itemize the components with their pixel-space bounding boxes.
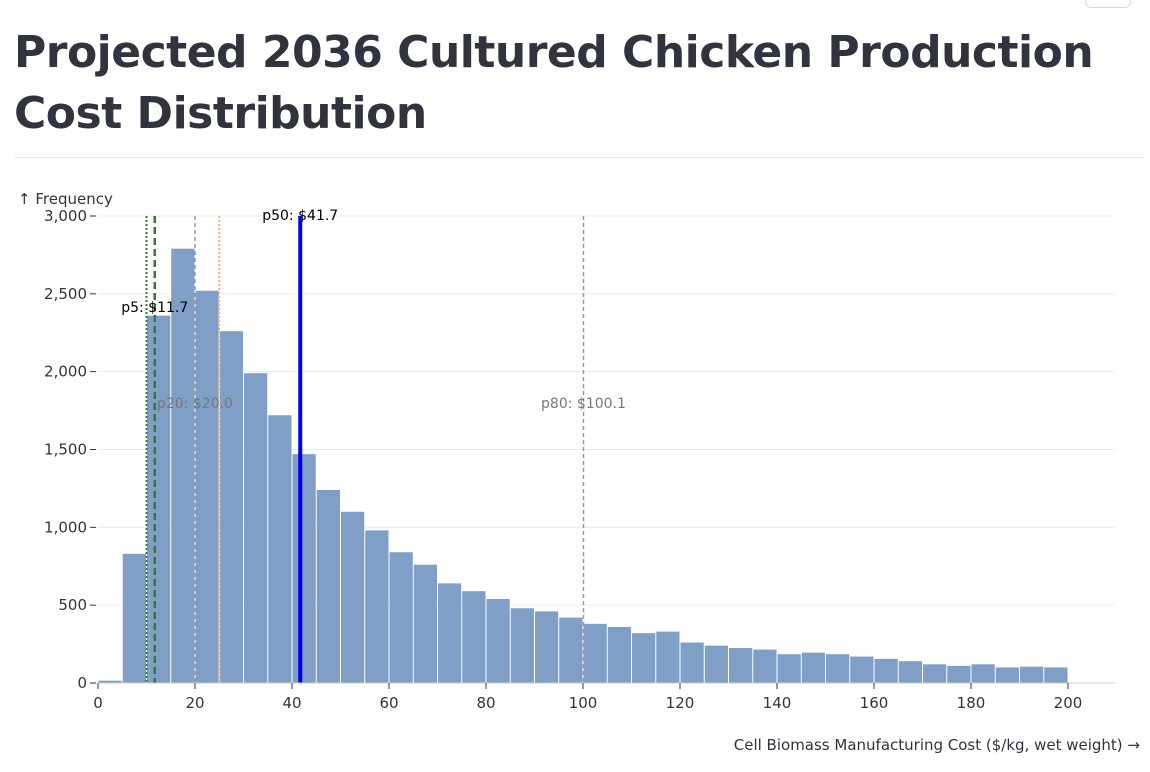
page-title: Projected 2036 Cultured Chicken Producti… (14, 27, 1094, 139)
histogram-bar (559, 617, 583, 683)
y-tick-label: 1,000 (44, 518, 87, 536)
histogram-bar (971, 664, 995, 683)
histogram-bar (98, 680, 122, 683)
histogram-bar (1044, 667, 1068, 683)
histogram-bars (98, 248, 1068, 683)
x-tick-label: 200 (1054, 694, 1083, 712)
histogram-bar (316, 489, 340, 683)
y-tick-label: 2,500 (44, 285, 87, 303)
title-divider (14, 157, 1145, 158)
x-tick-label: 180 (957, 694, 986, 712)
histogram-bar (583, 623, 607, 683)
x-tick-label: 120 (666, 694, 695, 712)
histogram-bar (1020, 666, 1044, 683)
histogram-bar (729, 647, 753, 683)
histogram-bar (874, 658, 898, 683)
histogram-bar (438, 583, 462, 683)
histogram-bar (801, 652, 825, 683)
histogram-bar (195, 290, 219, 683)
y-tick-label: 3,000 (44, 207, 87, 225)
x-tick-label: 40 (282, 694, 301, 712)
histogram-bar (753, 649, 777, 683)
histogram-bar (365, 530, 389, 683)
axes: 0 500 1,000 1,500 2,000 2,500 3,000 0 20 40 60 80 10… (44, 207, 1115, 712)
histogram-bar (947, 665, 971, 683)
histogram-bar (341, 511, 365, 683)
histogram-bar (777, 654, 801, 683)
histogram-bar (462, 591, 486, 683)
x-tick-label: 0 (93, 694, 103, 712)
y-tick-label: 1,500 (44, 441, 87, 459)
histogram-bar (510, 608, 534, 683)
histogram-bar (680, 642, 704, 683)
x-tick-label: 60 (379, 694, 398, 712)
reference-line-label: p20: $20.0 (157, 396, 233, 412)
histogram-bar (389, 552, 413, 683)
reference-line-label: p50: $41.7 (262, 208, 338, 224)
toolbar-button[interactable] (1085, 0, 1131, 8)
x-axis-title: Cell Biomass Manufacturing Cost ($/kg, w… (734, 736, 1140, 754)
reference-line-label: p5: $11.7 (121, 300, 188, 316)
y-axis-title: ↑ Frequency (18, 190, 113, 208)
histogram-bar (486, 598, 510, 683)
histogram-bar (268, 415, 292, 683)
histogram-bar (632, 633, 656, 683)
x-tick-label: 20 (185, 694, 204, 712)
histogram-bar (850, 656, 874, 683)
y-tick-label: 2,000 (44, 363, 87, 381)
histogram-bar (826, 654, 850, 683)
reference-lines: p5: $11.7 p20: $20.0 p50: $41.7 p80: $100.1 (121, 208, 626, 683)
histogram-bar (898, 661, 922, 683)
x-tick-label: 100 (569, 694, 598, 712)
histogram-bar (656, 631, 680, 683)
x-tick-label: 140 (763, 694, 792, 712)
histogram-bar (122, 553, 146, 683)
histogram-bar (244, 373, 268, 683)
y-tick-label: 0 (77, 674, 87, 692)
reference-line-label: p80: $100.1 (541, 396, 626, 412)
x-tick-label: 160 (860, 694, 889, 712)
histogram-bar (704, 645, 728, 683)
histogram-bar (171, 248, 195, 683)
histogram-bar (413, 564, 437, 683)
histogram-bar (147, 315, 171, 683)
histogram-bar (995, 667, 1019, 683)
y-tick-label: 500 (58, 596, 87, 614)
x-tick-label: 80 (476, 694, 495, 712)
histogram-bar (535, 611, 559, 683)
histogram-bar (292, 454, 316, 683)
histogram-bar (607, 626, 631, 683)
histogram-bar (219, 331, 243, 683)
histogram-bar (923, 664, 947, 683)
